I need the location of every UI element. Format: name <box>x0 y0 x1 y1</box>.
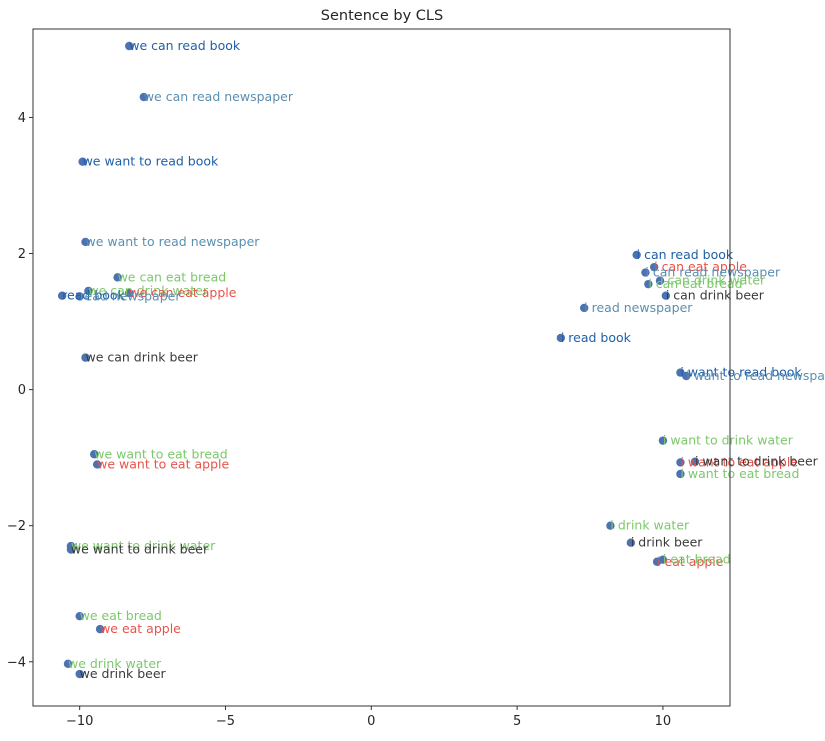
points-layer <box>57 41 700 679</box>
data-point <box>658 436 668 445</box>
data-point <box>606 521 615 530</box>
data-point <box>649 262 659 272</box>
point-label: i eat bread <box>663 552 731 567</box>
data-point <box>75 611 84 621</box>
point-label: we drink water <box>68 656 162 671</box>
data-point <box>125 41 134 51</box>
data-point <box>661 291 671 300</box>
x-tick-label: 0 <box>367 714 375 729</box>
point-label: we want to drink water <box>71 538 216 553</box>
data-point <box>139 92 149 102</box>
data-point <box>641 268 650 277</box>
point-label: we can drink beer <box>85 350 198 365</box>
data-point <box>579 303 589 313</box>
data-point <box>113 273 122 282</box>
data-point <box>690 457 700 466</box>
point-label: i read book <box>561 330 632 345</box>
x-tick-label: 5 <box>513 714 521 729</box>
point-label: i can drink beer <box>666 288 765 303</box>
data-point <box>556 333 566 343</box>
point-label: we can eat apple <box>129 285 237 300</box>
y-tick-label: −4 <box>7 655 26 670</box>
point-label: i can read newspaper <box>645 265 781 280</box>
data-point <box>84 286 93 296</box>
point-label: i want to eat bread <box>680 466 799 481</box>
point-label: i want to drink water <box>663 433 794 448</box>
point-label: i eat apple <box>657 554 724 569</box>
point-label: i read newspaper <box>584 300 693 315</box>
point-label: i drink water <box>610 518 690 533</box>
point-label: read newspaper <box>80 288 182 303</box>
data-point <box>90 450 99 459</box>
y-tick-label: 2 <box>18 247 26 262</box>
data-point <box>655 276 665 285</box>
point-label: we can drink water <box>88 283 208 298</box>
data-point <box>75 292 84 301</box>
y-tick-label: −2 <box>7 519 26 534</box>
data-point <box>676 458 685 467</box>
point-label: i can eat bread <box>648 276 742 291</box>
data-point <box>81 237 90 247</box>
point-label: i want to read newspaper <box>686 368 825 383</box>
data-point <box>626 538 636 547</box>
data-point <box>78 157 87 166</box>
data-point <box>632 250 641 260</box>
point-label: we eat apple <box>100 621 181 636</box>
data-point <box>63 659 73 669</box>
data-point <box>682 371 691 381</box>
labels-layer: we can read book we can read newspaper we … <box>62 38 825 681</box>
data-point <box>57 291 67 300</box>
data-point <box>658 555 668 564</box>
plot-frame <box>32 28 731 707</box>
point-label: we want to drink beer <box>71 542 209 557</box>
data-point <box>644 279 653 289</box>
y-tick-label: 0 <box>18 383 26 398</box>
point-label: we want to read newspaper <box>85 234 260 249</box>
point-label: i want to drink beer <box>695 454 819 469</box>
point-label: we want to eat apple <box>97 456 229 471</box>
point-label: i want to eat apple <box>680 454 798 469</box>
point-label: i can drink water <box>660 273 766 288</box>
point-label: we can read book <box>129 38 241 53</box>
point-label: read book <box>62 288 125 303</box>
point-label: i can read book <box>637 247 734 262</box>
point-label: we want to read book <box>83 154 219 169</box>
point-label: we can eat bread <box>118 269 227 284</box>
y-tick-label: 4 <box>18 111 26 126</box>
x-tick-label: 10 <box>655 714 672 729</box>
data-point <box>75 669 84 679</box>
point-label: we want to eat bread <box>94 446 227 461</box>
data-point <box>81 353 90 362</box>
data-point <box>92 460 102 469</box>
point-label: i can eat apple <box>654 259 747 274</box>
chart-title: Sentence by CLS <box>321 8 443 24</box>
point-label: i want to read book <box>680 365 802 380</box>
data-point <box>676 469 685 479</box>
data-point <box>66 545 76 554</box>
data-point <box>95 624 105 634</box>
x-tick-label: −10 <box>66 714 93 729</box>
point-label: i drink beer <box>631 535 703 550</box>
point-label: we drink beer <box>80 666 167 681</box>
point-label: we can read newspaper <box>144 89 294 104</box>
axes-layer: −10 −5 0 5 10 −4 −2 0 2 4 <box>7 28 731 729</box>
point-label: we eat bread <box>80 608 162 623</box>
x-tick-label: −5 <box>216 714 235 729</box>
data-point <box>125 288 134 298</box>
